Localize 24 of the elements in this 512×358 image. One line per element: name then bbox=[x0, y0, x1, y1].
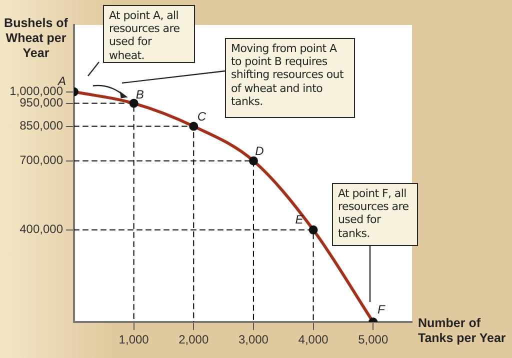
annotation: At point A, all resources are used for wheat. bbox=[103, 5, 195, 63]
annotation: Moving from point A to point B requires shifting resources out of wheat and into tanks. bbox=[225, 38, 355, 118]
point bbox=[248, 156, 258, 166]
x-tick-label: 5,000 bbox=[358, 332, 388, 347]
point bbox=[308, 225, 318, 234]
x-tick-label: 2,000 bbox=[178, 332, 209, 347]
x-tick-label: 4,000 bbox=[298, 332, 329, 347]
point bbox=[189, 122, 198, 131]
annotation: At point F, all resources are used for tanks. bbox=[332, 183, 418, 246]
y-tick-label: 950,000 bbox=[20, 96, 64, 110]
y-axis-title: Bushels of Wheat per Year bbox=[3, 16, 69, 61]
y-tick-label: 400,000 bbox=[20, 222, 64, 236]
y-tick-label: 700,000 bbox=[20, 153, 64, 168]
x-tick-label: 1,000 bbox=[118, 332, 150, 347]
y-tick-label: 1,000,000 bbox=[10, 84, 64, 98]
y-tick-label: 850,000 bbox=[20, 118, 64, 133]
x-axis-title: Number of Tanks per Year bbox=[418, 316, 507, 346]
x-tick-label: 3,000 bbox=[238, 332, 269, 347]
annotation: B bbox=[136, 88, 144, 102]
annotation: F bbox=[377, 302, 386, 316]
point bbox=[129, 98, 138, 108]
annotation: E bbox=[295, 212, 304, 226]
annotation: C bbox=[197, 110, 206, 124]
annotation: D bbox=[255, 144, 264, 158]
